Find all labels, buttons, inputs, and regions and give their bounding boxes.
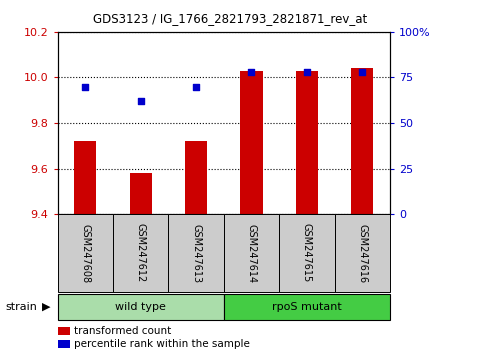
Bar [351,68,374,214]
Point [303,69,311,75]
Text: GSM247616: GSM247616 [358,223,368,283]
Point [192,84,200,89]
Bar [185,141,207,214]
Point [248,69,256,75]
Bar [58,294,224,320]
Bar [74,141,96,214]
Text: wild type: wild type [115,302,166,312]
Bar [240,70,262,214]
Bar [296,70,318,214]
Text: GSM247608: GSM247608 [80,223,90,283]
Text: rpoS mutant: rpoS mutant [272,302,342,312]
Text: percentile rank within the sample: percentile rank within the sample [74,339,250,349]
Bar [334,214,390,292]
Bar [130,173,152,214]
Text: GSM247612: GSM247612 [136,223,145,283]
Text: strain: strain [5,302,37,312]
Text: ▶: ▶ [42,302,50,312]
Point [358,69,366,75]
Text: GSM247615: GSM247615 [302,223,312,283]
Text: transformed count: transformed count [74,326,171,336]
Bar [58,214,113,292]
Bar [168,214,224,292]
Text: GSM247613: GSM247613 [191,223,201,283]
Bar [224,214,279,292]
Point [81,84,89,89]
Bar [113,214,168,292]
Bar [279,214,334,292]
Text: GDS3123 / IG_1766_2821793_2821871_rev_at: GDS3123 / IG_1766_2821793_2821871_rev_at [93,12,367,25]
Text: GSM247614: GSM247614 [246,223,256,283]
Bar [224,294,390,320]
Point [136,98,144,104]
